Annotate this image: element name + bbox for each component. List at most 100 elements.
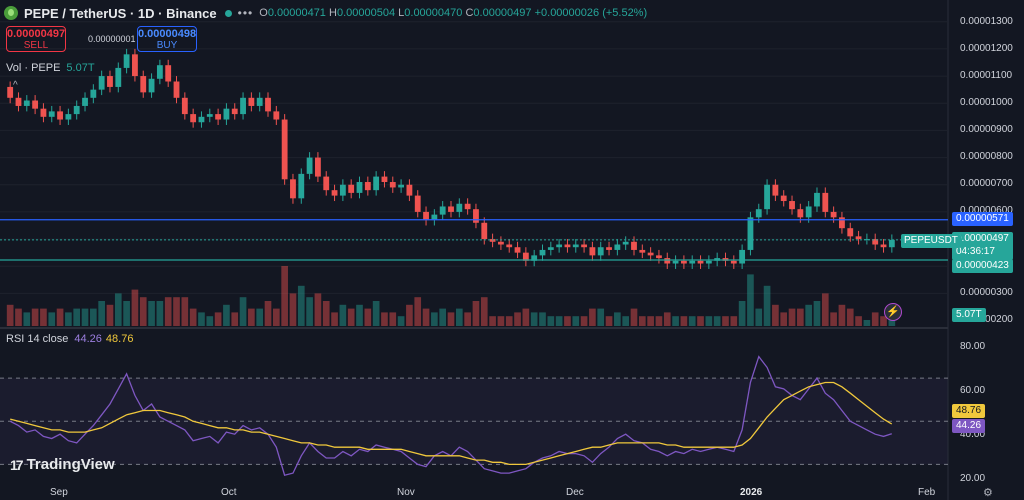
candle-body <box>473 209 479 223</box>
candle-body <box>589 247 596 256</box>
caret-up-icon[interactable]: ^ <box>13 80 18 91</box>
tradingview-logo-glyph: 17 <box>10 456 24 473</box>
volume-bar <box>738 301 746 326</box>
price-tick: 0.00001000 <box>960 97 1013 108</box>
candle-body <box>115 67 122 87</box>
volume-bar <box>347 308 355 326</box>
candle-body <box>132 54 138 77</box>
candle-body <box>398 184 405 188</box>
candle-body <box>506 244 513 248</box>
close-value: 0.00000497 <box>473 7 532 19</box>
volume-bar <box>406 304 413 326</box>
volume-bar <box>880 316 887 326</box>
volume-bar <box>372 301 380 326</box>
volume-bar <box>297 285 305 326</box>
volume-bar <box>281 266 288 326</box>
candle-body <box>331 190 338 196</box>
volume-bar <box>248 308 255 326</box>
spread-value: 0.00000001 <box>88 34 136 44</box>
candle-body <box>7 86 14 98</box>
candle-body <box>631 241 637 250</box>
candle-body <box>248 97 255 106</box>
buy-button[interactable]: 0.00000498 BUY <box>137 26 197 52</box>
more-options-icon[interactable]: ••• <box>237 6 254 20</box>
volume-bar <box>381 312 388 326</box>
candle-body <box>522 252 529 261</box>
candle-body <box>156 65 163 79</box>
volume-bar <box>472 301 480 326</box>
time-tick: Feb <box>918 487 936 498</box>
flash-icon[interactable]: ⚡ <box>884 303 902 321</box>
time-tick: 2026 <box>740 487 763 498</box>
tradingview-logo[interactable]: 17 TradingView <box>10 456 115 473</box>
candle-body <box>497 241 504 245</box>
market-status-icon[interactable] <box>224 9 232 17</box>
volume-bar <box>555 316 563 326</box>
candle-body <box>348 184 355 193</box>
candle-body <box>464 203 471 210</box>
symbol-title[interactable]: PEPE / TetherUS · 1D · Binance <box>24 5 217 21</box>
volume-bar <box>6 304 14 326</box>
candle-body <box>15 97 22 106</box>
volume-bar <box>48 312 56 326</box>
volume-bar <box>838 304 846 326</box>
rsi-tick: 80.00 <box>960 341 986 352</box>
candle-body <box>880 244 887 248</box>
pepe-coin-icon[interactable] <box>4 6 18 20</box>
price-tick: 0.00001100 <box>960 70 1013 81</box>
price-tick: 0.00001300 <box>960 16 1013 27</box>
volume-bar <box>539 312 546 326</box>
candle-body <box>298 173 305 199</box>
candle-body <box>215 114 222 120</box>
volume-bar <box>206 316 214 326</box>
volume-bar <box>239 297 247 326</box>
candle-body <box>789 201 795 210</box>
candle-body <box>90 89 97 98</box>
volume-bar <box>747 274 754 326</box>
time-tick: Oct <box>221 487 237 498</box>
volume-bar <box>780 312 788 326</box>
candle-body <box>48 111 55 117</box>
volume-bar <box>564 316 571 326</box>
volume-bar <box>455 308 463 326</box>
candle-body <box>23 100 30 106</box>
volume-bar <box>589 308 596 326</box>
volume-bar <box>90 308 97 326</box>
volume-bar <box>647 316 654 326</box>
volume-legend[interactable]: Vol · PEPE 5.07T <box>6 62 95 74</box>
volume-bar <box>23 312 31 326</box>
candle-body <box>739 249 746 264</box>
volume-bar <box>214 312 222 326</box>
candle-body <box>339 184 346 196</box>
volume-bar <box>414 297 422 326</box>
green-line-price-tag: 0.00000423 <box>952 259 1013 273</box>
volume-bar <box>322 301 330 326</box>
rsi-legend[interactable]: RSI 14 close 44.26 48.76 <box>6 333 134 345</box>
symbol-header: PEPE / TetherUS · 1D · Binance ••• O0.00… <box>0 0 647 26</box>
volume-bar <box>81 308 89 326</box>
volume-bar <box>273 308 280 326</box>
volume-bar <box>314 293 322 326</box>
gear-icon[interactable]: ⚙ <box>983 487 993 499</box>
candle-body <box>448 206 454 212</box>
candle-body <box>797 209 804 218</box>
volume-bar <box>855 316 862 326</box>
sell-button[interactable]: 0.00000497 SELL <box>6 26 66 52</box>
candle-body <box>364 182 371 191</box>
buy-label: BUY <box>156 40 178 51</box>
volume-bar <box>397 316 405 326</box>
volume-bar <box>705 316 713 326</box>
volume-bar <box>713 316 721 326</box>
candle-body <box>306 157 313 174</box>
volume-bar <box>547 316 555 326</box>
volume-bar <box>505 316 513 326</box>
candle-body <box>888 239 895 248</box>
volume-bar <box>65 312 72 326</box>
candle-body <box>290 179 296 199</box>
blue-line-price-tag: 0.00000571 <box>952 212 1013 226</box>
candle-body <box>539 249 546 256</box>
candle-body <box>381 176 388 183</box>
price-tick: 0.00000900 <box>960 124 1013 135</box>
volume-bar <box>846 308 854 326</box>
